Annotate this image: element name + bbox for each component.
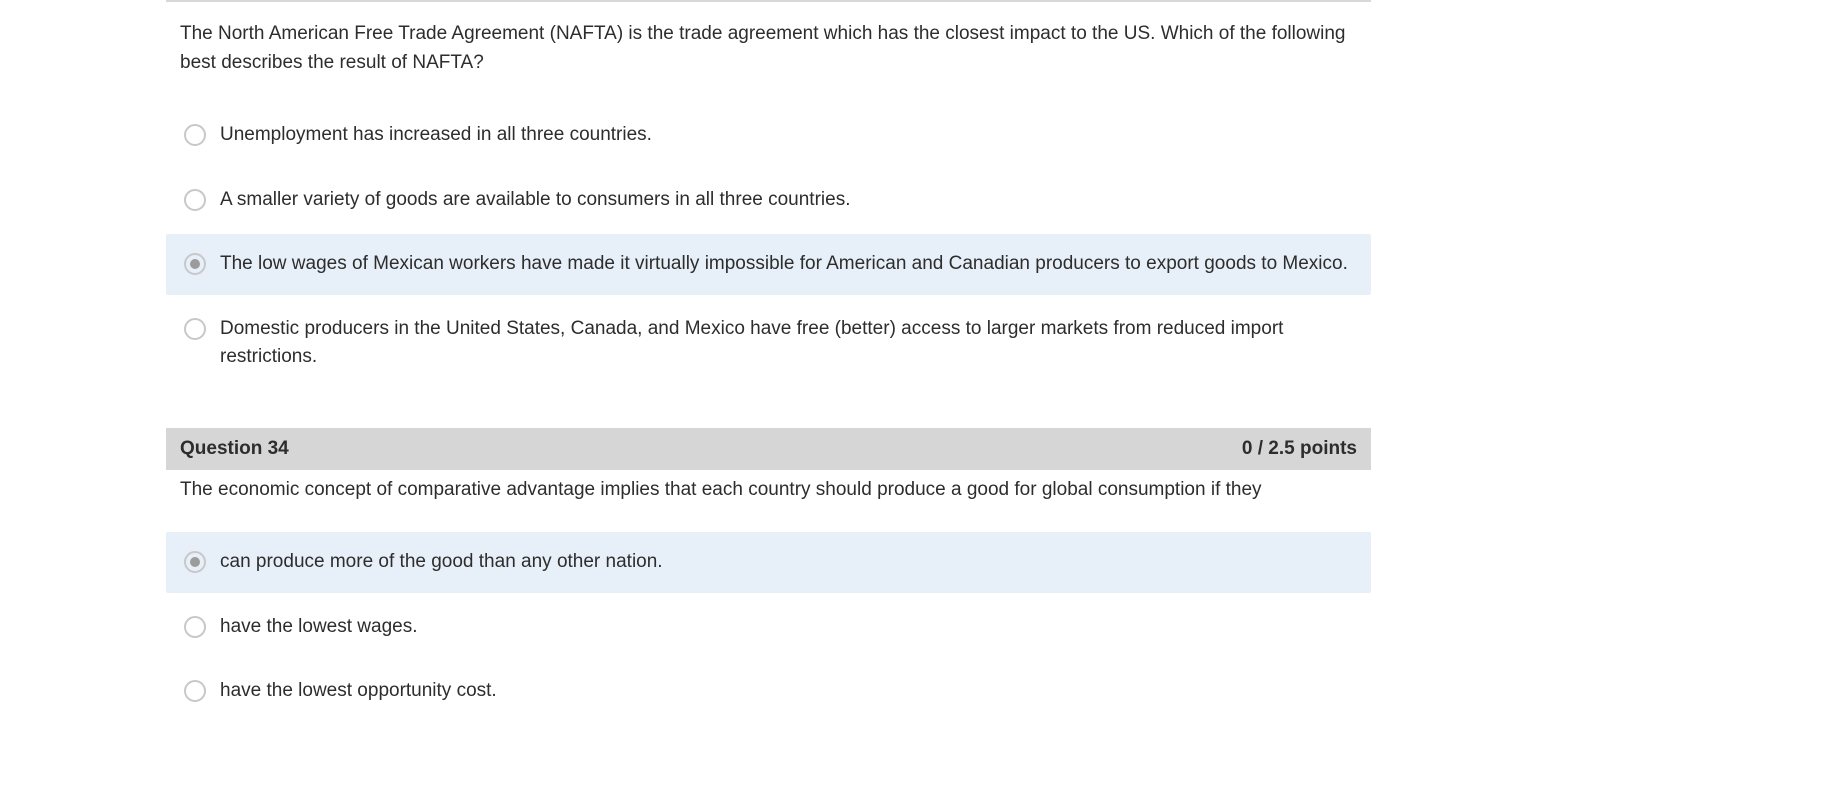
question-34-answers: can produce more of the good than any ot… bbox=[166, 532, 1371, 722]
radio-icon bbox=[184, 124, 206, 146]
answer-option[interactable]: Unemployment has increased in all three … bbox=[166, 105, 1371, 166]
answer-text: A smaller variety of goods are available… bbox=[220, 186, 850, 215]
answer-text: Unemployment has increased in all three … bbox=[220, 121, 652, 150]
radio-icon bbox=[184, 189, 206, 211]
answer-text: have the lowest opportunity cost. bbox=[220, 677, 497, 706]
answer-option[interactable]: have the lowest wages. bbox=[166, 597, 1371, 658]
radio-icon bbox=[184, 318, 206, 340]
answer-text: The low wages of Mexican workers have ma… bbox=[220, 250, 1348, 279]
radio-checked-icon bbox=[184, 253, 206, 275]
answer-option-selected[interactable]: The low wages of Mexican workers have ma… bbox=[166, 234, 1371, 295]
answer-text: have the lowest wages. bbox=[220, 613, 418, 642]
question-33-prompt: The North American Free Trade Agreement … bbox=[180, 20, 1357, 77]
answer-option[interactable]: have the lowest opportunity cost. bbox=[166, 661, 1371, 722]
answer-option[interactable]: Domestic producers in the United States,… bbox=[166, 299, 1371, 388]
question-34-header: Question 34 0 / 2.5 points bbox=[166, 428, 1371, 470]
answer-option[interactable]: A smaller variety of goods are available… bbox=[166, 170, 1371, 231]
answer-text: Domestic producers in the United States,… bbox=[220, 315, 1353, 372]
question-33-answers: Unemployment has increased in all three … bbox=[166, 105, 1371, 388]
answer-text: can produce more of the good than any ot… bbox=[220, 548, 663, 577]
radio-checked-icon bbox=[184, 551, 206, 573]
answer-option-selected[interactable]: can produce more of the good than any ot… bbox=[166, 532, 1371, 593]
radio-icon bbox=[184, 680, 206, 702]
question-34-prompt: The economic concept of comparative adva… bbox=[180, 476, 1357, 505]
quiz-page: The North American Free Trade Agreement … bbox=[0, 0, 1839, 802]
content-area: The North American Free Trade Agreement … bbox=[166, 0, 1371, 722]
question-number: Question 34 bbox=[180, 438, 289, 460]
radio-icon bbox=[184, 616, 206, 638]
question-points: 0 / 2.5 points bbox=[1242, 438, 1357, 460]
